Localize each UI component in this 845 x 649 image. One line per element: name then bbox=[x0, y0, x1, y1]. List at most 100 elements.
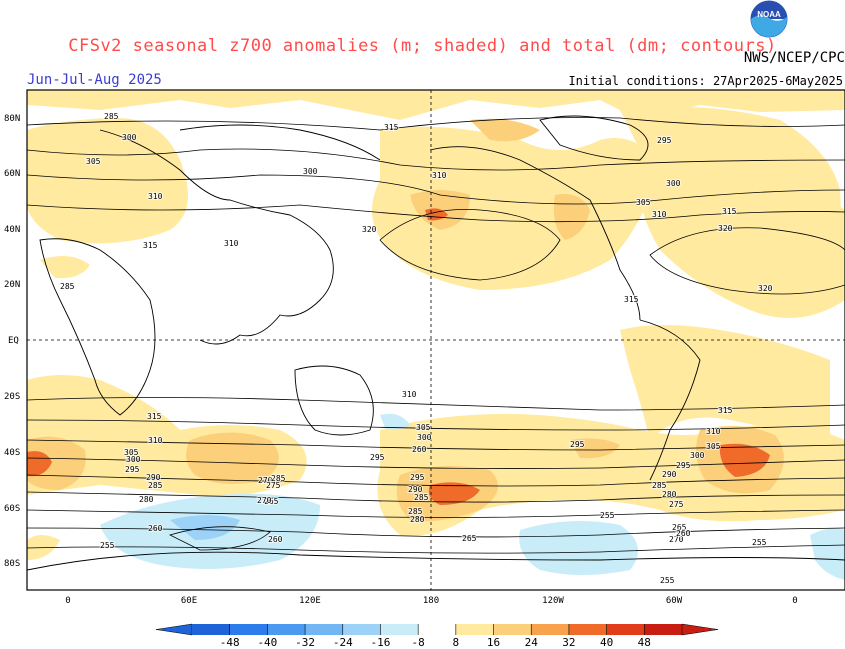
lat-label: EQ bbox=[8, 336, 19, 346]
contour-label: 300 bbox=[122, 133, 137, 142]
positive-anomaly-regions bbox=[27, 90, 845, 560]
lat-label: 20N bbox=[4, 280, 20, 290]
lat-label: 80S bbox=[4, 559, 20, 569]
initial-conditions: Initial conditions: 27Apr2025-6May2025 bbox=[568, 74, 843, 88]
contour-label: 255 bbox=[752, 538, 767, 547]
coastlines bbox=[27, 115, 845, 571]
contour-label: 320 bbox=[362, 225, 377, 234]
height-contours bbox=[27, 117, 845, 554]
colorbar: -48 -40 -32 -24 -16 -8 8 16 24 32 40 48 bbox=[155, 623, 719, 649]
contour-label: 315 bbox=[722, 207, 737, 216]
contour-label: 280 bbox=[410, 515, 425, 524]
contour-label: 315 bbox=[143, 241, 158, 250]
contour-label: 310 bbox=[706, 427, 721, 436]
contour-label: 280 bbox=[662, 490, 677, 499]
contour-label: 320 bbox=[758, 284, 773, 293]
contour-label: 305 bbox=[706, 442, 721, 451]
contour-label: 255 bbox=[100, 541, 115, 550]
contour-label: 300 bbox=[126, 455, 141, 464]
colorbar-label: -16 bbox=[371, 636, 391, 649]
contour-label: 310 bbox=[402, 390, 417, 399]
lon-label: 60E bbox=[181, 596, 197, 606]
latitude-labels: 80N 60N 40N 20N EQ 20S 40S 60S 80S bbox=[4, 114, 20, 569]
contour-label: 270 bbox=[669, 535, 684, 544]
contour-label: 300 bbox=[417, 433, 432, 442]
contour-label: 295 bbox=[410, 473, 425, 482]
colorbar-label: -40 bbox=[257, 636, 277, 649]
contour-label: 280 bbox=[139, 495, 154, 504]
contour-label: 300 bbox=[666, 179, 681, 188]
lat-label: 40N bbox=[4, 225, 20, 235]
contour-label: 290 bbox=[408, 485, 423, 494]
contour-label: 255 bbox=[600, 511, 615, 520]
contour-label: 260 bbox=[412, 445, 427, 454]
contour-label: 310 bbox=[224, 239, 239, 248]
contour-label: 265 bbox=[462, 534, 477, 543]
colorbar-label: 8 bbox=[453, 636, 460, 649]
contour-label: 305 bbox=[636, 198, 651, 207]
contour-label: 315 bbox=[384, 123, 399, 132]
contour-label: 260 bbox=[268, 535, 283, 544]
colorbar-label: 16 bbox=[487, 636, 500, 649]
contour-label: 260 bbox=[676, 529, 691, 538]
colorbar-label: -24 bbox=[333, 636, 353, 649]
colorbar-label: 40 bbox=[600, 636, 613, 649]
contour-label: 290 bbox=[146, 473, 161, 482]
contour-label: 270 bbox=[258, 476, 273, 485]
contour-label: 285 bbox=[148, 481, 163, 490]
colorbar-arrow-high bbox=[681, 623, 719, 636]
contour-label: 320 bbox=[718, 224, 733, 233]
noaa-logo-text: NOAA bbox=[757, 10, 781, 19]
contour-label: 310 bbox=[432, 171, 447, 180]
colorbar-swatch bbox=[229, 624, 268, 635]
lon-label: 180 bbox=[423, 596, 439, 606]
contour-label: 295 bbox=[676, 461, 691, 470]
contour-label: 265 bbox=[264, 497, 279, 506]
contour-label: 300 bbox=[303, 167, 318, 176]
colorbar-swatch bbox=[192, 624, 230, 635]
lat-label: 60S bbox=[4, 504, 20, 514]
colorbar-swatch bbox=[644, 624, 683, 635]
colorbar-swatch bbox=[305, 624, 344, 635]
colorbar-swatch bbox=[568, 624, 607, 635]
contour-label: 300 bbox=[690, 451, 705, 460]
colorbar-label: 48 bbox=[638, 636, 651, 649]
contour-label: 285 bbox=[60, 282, 75, 291]
colorbar-swatch bbox=[455, 624, 494, 635]
lat-label: 20S bbox=[4, 392, 20, 402]
colorbar-label: 24 bbox=[525, 636, 539, 649]
contour-label: 255 bbox=[660, 576, 675, 585]
contour-label: 305 bbox=[124, 448, 139, 457]
map-frame bbox=[26, 89, 845, 591]
contour-label: 315 bbox=[147, 412, 162, 421]
contour-label: 275 bbox=[669, 500, 684, 509]
contour-label: 295 bbox=[370, 453, 385, 462]
contour-label: 285 bbox=[414, 493, 429, 502]
contour-label: 310 bbox=[148, 436, 163, 445]
contour-label: 295 bbox=[125, 465, 140, 474]
colorbar-swatch bbox=[418, 624, 457, 635]
contour-label: 295 bbox=[657, 136, 672, 145]
colorbar-swatch bbox=[606, 624, 645, 635]
contour-label: 265 bbox=[672, 523, 687, 532]
contour-label: 315 bbox=[718, 406, 733, 415]
lon-label: 0 bbox=[792, 596, 797, 606]
colorbar-label: -32 bbox=[295, 636, 315, 649]
contour-label: 285 bbox=[408, 507, 423, 516]
longitude-labels: 0 60E 120E 180 120W 60W 0 bbox=[65, 596, 797, 606]
contour-label: 290 bbox=[662, 470, 677, 479]
colorbar-swatch bbox=[380, 624, 419, 635]
forecast-period: Jun-Jul-Aug 2025 bbox=[27, 72, 162, 88]
moderate-anomaly-regions bbox=[27, 118, 784, 522]
lat-label: 80N bbox=[4, 114, 20, 124]
contour-label: 310 bbox=[652, 210, 667, 219]
chart-title: CFSv2 seasonal z700 anomalies (m; shaded… bbox=[68, 36, 777, 56]
graticule bbox=[27, 90, 845, 590]
contour-label: 305 bbox=[86, 157, 101, 166]
lat-label: 60N bbox=[4, 169, 20, 179]
contour-label: 295 bbox=[570, 440, 585, 449]
colorbar-arrow-low bbox=[155, 623, 193, 636]
colorbar-label: -8 bbox=[412, 636, 425, 649]
